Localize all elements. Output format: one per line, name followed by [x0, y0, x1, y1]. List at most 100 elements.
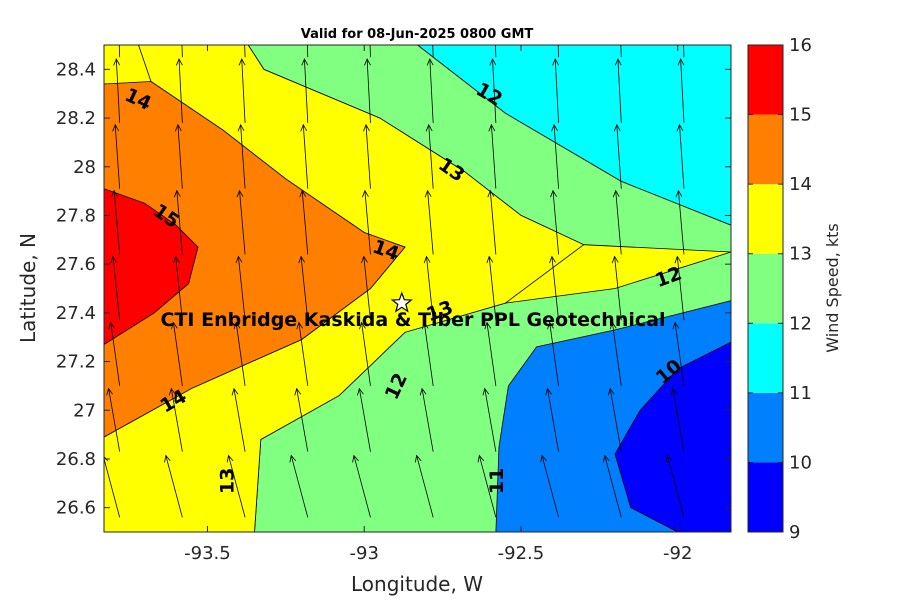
site-marker: CTI Enbridge Kaskida & Tiber PPL Geotech… — [161, 291, 666, 331]
y-tick-label: 26.6 — [56, 498, 96, 519]
wind-arrow — [482, 387, 497, 452]
y-tick-label: 26.8 — [56, 449, 96, 470]
x-tick-label: -93.5 — [184, 543, 231, 564]
y-tick-label: 27.4 — [56, 303, 96, 324]
wind-arrow — [231, 387, 246, 452]
wind-arrow — [675, 189, 685, 255]
wind-arrow — [168, 387, 183, 452]
x-ticks: -93.5 -93 -92.5 -92 — [184, 45, 692, 564]
wind-arrow — [426, 58, 434, 123]
colorbar-band — [748, 323, 783, 393]
colorbar-tick-label: 10 — [789, 452, 812, 473]
y-axis-label: Latitude, N — [16, 233, 40, 343]
plot-area — [104, 45, 731, 532]
wind-arrow — [369, 45, 371, 58]
wind-arrow — [244, 45, 246, 58]
wind-arrow — [181, 45, 183, 58]
wind-arrow — [557, 45, 559, 58]
contour-label: 11 — [486, 468, 508, 494]
x-tick-label: -93 — [350, 543, 379, 564]
y-tick-label: 28.2 — [56, 108, 96, 129]
wind-arrow — [607, 387, 622, 452]
x-tick-label: -92.5 — [498, 543, 545, 564]
wind-arrow — [236, 189, 246, 255]
wind-arrow — [113, 58, 121, 123]
wind-arrow — [414, 454, 434, 518]
wind-arrow — [665, 454, 685, 518]
colorbar-tick-label: 15 — [789, 105, 812, 126]
wind-arrow — [112, 123, 121, 189]
colorbar-tick-label: 12 — [789, 313, 812, 334]
wind-arrow — [487, 189, 497, 255]
wind-arrow — [352, 454, 371, 518]
site-name: CTI Enbridge Kaskida & Tiber PPL Geotech… — [161, 309, 666, 331]
wind-arrow — [106, 387, 121, 452]
wind-arrow — [173, 189, 183, 255]
wind-arrow — [289, 454, 309, 518]
contour-region-15-5 — [104, 188, 199, 345]
colorbar-tick-label: 11 — [789, 383, 812, 404]
colorbar-band — [748, 253, 783, 324]
wind-arrow — [670, 387, 685, 452]
contour-region-9-7 — [614, 341, 731, 532]
wind-arrow — [489, 58, 497, 123]
wind-arrow — [488, 123, 497, 189]
wind-arrow — [432, 45, 434, 58]
wind-arrow — [364, 58, 371, 123]
colorbar-band — [748, 45, 783, 115]
colorbar-tick-label: 16 — [789, 35, 812, 56]
wind-arrow — [495, 45, 497, 58]
wind-arrow — [674, 255, 685, 321]
y-tick-label: 27 — [73, 400, 96, 421]
wind-arrow — [677, 58, 685, 123]
y-tick-label: 28 — [73, 157, 96, 178]
y-tick-label: 28.4 — [56, 59, 96, 80]
wind-arrow — [306, 45, 309, 58]
wind-arrow — [226, 454, 246, 518]
wind-arrow — [545, 387, 559, 452]
wind-arrow — [620, 45, 622, 58]
wind-arrow — [301, 58, 309, 123]
colorbar-tick-label: 13 — [789, 244, 812, 265]
wind-arrow — [676, 123, 685, 189]
wind-arrow — [296, 321, 309, 386]
wind-arrow — [359, 321, 371, 386]
wind-arrow — [613, 123, 622, 189]
wind-arrow — [175, 58, 183, 123]
wind-arrow — [110, 255, 121, 321]
wind-arrow — [170, 321, 183, 386]
colorbar-tick-label: 14 — [789, 174, 812, 195]
wind-arrow — [361, 255, 371, 321]
wind-arrow — [550, 189, 559, 255]
wind-arrow — [108, 321, 121, 386]
colorbar-band — [748, 184, 783, 254]
colorbar-band — [748, 114, 783, 185]
wind-arrow — [118, 45, 121, 58]
wind-arrow — [357, 387, 371, 452]
wind-arrows — [104, 45, 685, 518]
wind-arrow — [172, 255, 183, 321]
site-star-icon — [390, 291, 413, 313]
plot-frame — [103, 44, 732, 533]
y-tick-label: 27.2 — [56, 352, 96, 373]
x-axis-label: Longitude, W — [351, 572, 483, 596]
wind-arrow — [363, 123, 371, 189]
wind-arrow — [603, 454, 622, 518]
wind-arrow — [683, 45, 685, 58]
wind-arrow — [611, 255, 622, 321]
wind-arrow — [551, 123, 559, 189]
contour-regions — [104, 45, 731, 532]
wind-arrow — [362, 189, 371, 255]
wind-arrow — [486, 255, 497, 321]
wind-arrow — [425, 123, 434, 189]
colorbar-band — [748, 392, 783, 463]
wind-arrow — [547, 321, 559, 386]
wind-arrow — [477, 454, 497, 518]
wind-arrow — [540, 454, 559, 518]
colorbar-tick-label: 9 — [789, 522, 800, 543]
wind-arrow — [609, 321, 622, 386]
y-tick-label: 27.6 — [56, 254, 96, 275]
colorbar-band — [748, 462, 783, 532]
wind-arrow — [237, 123, 246, 189]
